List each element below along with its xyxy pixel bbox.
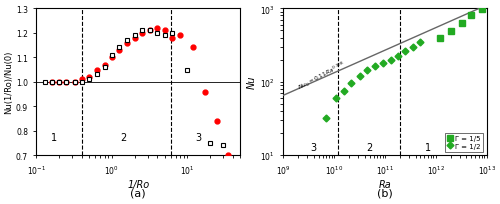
Γ = 1/2 [395,55,401,58]
Γ = 1/2 [342,90,347,93]
Text: 1: 1 [50,132,57,142]
Γ = 1/2 [388,59,394,62]
Y-axis label: Nu(1/Ro)/Nu(0): Nu(1/Ro)/Nu(0) [4,51,13,114]
X-axis label: Ra: Ra [378,179,391,189]
Text: 3: 3 [196,132,202,142]
Γ = 1/2 [410,47,416,49]
Γ = 1/2 [364,69,370,72]
Γ = 1/5 [478,9,484,11]
Γ = 1/2 [348,83,354,85]
Text: 3: 3 [310,142,316,152]
Line: Γ = 1/5: Γ = 1/5 [437,7,484,42]
Line: Γ = 1/2: Γ = 1/2 [324,41,422,121]
Text: (b): (b) [377,187,392,197]
Γ = 1/2 [402,50,408,53]
Text: $Nu_0 = 0.11Ra^{0.308}$: $Nu_0 = 0.11Ra^{0.308}$ [296,59,347,93]
Γ = 1/5 [437,38,443,40]
Γ = 1/2 [380,62,386,65]
Text: 1: 1 [425,142,431,152]
Y-axis label: Nu: Nu [247,76,257,89]
Γ = 1/5 [468,15,474,17]
Text: 2: 2 [366,142,372,152]
Γ = 1/2 [356,75,362,78]
Γ = 1/2 [333,97,339,100]
Γ = 1/2 [323,117,329,120]
Γ = 1/2 [372,65,378,68]
Legend: Γ = 1/5, Γ = 1/2: Γ = 1/5, Γ = 1/2 [444,133,484,152]
Γ = 1/5 [448,31,454,33]
Text: 2: 2 [120,132,126,142]
Γ = 1/2 [416,42,422,44]
Γ = 1/5 [458,23,464,25]
X-axis label: 1/Ro: 1/Ro [127,179,150,189]
Text: (a): (a) [130,187,146,197]
